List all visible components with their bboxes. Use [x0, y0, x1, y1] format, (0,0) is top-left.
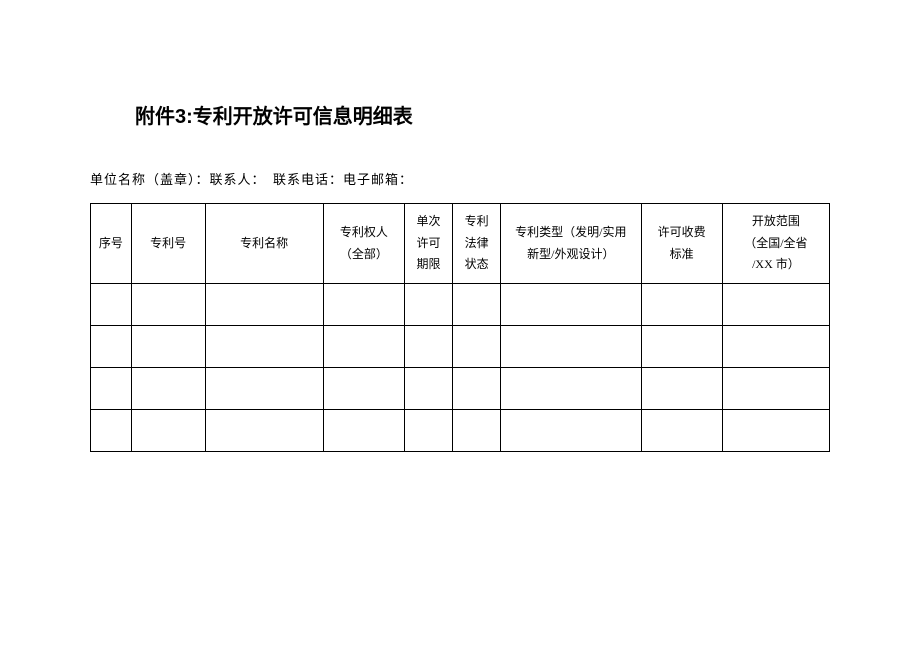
- table-header-cell: 许可收费标准: [641, 204, 722, 284]
- table-cell: [91, 410, 132, 452]
- header-text-line: 许可: [407, 233, 450, 255]
- table-cell: [205, 326, 323, 368]
- header-text-line: （全部）: [326, 244, 402, 266]
- header-text-line: （全国/全省: [725, 233, 827, 255]
- table-header-cell: 专利名称: [205, 204, 323, 284]
- header-text-line: 专利: [455, 211, 498, 233]
- table-cell: [323, 368, 404, 410]
- header-text-line: 专利类型（发明/实用: [503, 222, 638, 244]
- table-cell: [91, 284, 132, 326]
- table-header-cell: 专利法律状态: [453, 204, 501, 284]
- header-text-line: 专利名称: [208, 233, 321, 255]
- header-text-line: 开放范围: [725, 211, 827, 233]
- table-cell: [722, 368, 829, 410]
- table-row: [91, 410, 830, 452]
- table-header-cell: 专利号: [131, 204, 205, 284]
- table-cell: [722, 326, 829, 368]
- table-cell: [405, 284, 453, 326]
- header-text-line: 新型/外观设计）: [503, 244, 638, 266]
- table-cell: [453, 326, 501, 368]
- table-cell: [722, 410, 829, 452]
- header-text-line: 状态: [455, 254, 498, 276]
- table-cell: [91, 368, 132, 410]
- table-cell: [405, 326, 453, 368]
- header-text-line: 期限: [407, 254, 450, 276]
- table-cell: [501, 284, 641, 326]
- table-cell: [91, 326, 132, 368]
- table-cell: [453, 284, 501, 326]
- table-cell: [405, 410, 453, 452]
- table-header-cell: 专利类型（发明/实用新型/外观设计）: [501, 204, 641, 284]
- table-cell: [323, 410, 404, 452]
- table-cell: [323, 326, 404, 368]
- table-cell: [131, 284, 205, 326]
- table-cell: [722, 284, 829, 326]
- header-text-line: 序号: [93, 233, 129, 255]
- table-header-cell: 单次许可期限: [405, 204, 453, 284]
- table-cell: [205, 410, 323, 452]
- document-subtitle: 单位名称（盖章）：联系人： 联系电话：电子邮箱：: [90, 169, 830, 188]
- table-cell: [323, 284, 404, 326]
- table-cell: [453, 410, 501, 452]
- table-cell: [641, 326, 722, 368]
- table-cell: [131, 368, 205, 410]
- table-cell: [641, 368, 722, 410]
- table-cell: [453, 368, 501, 410]
- table-row: [91, 326, 830, 368]
- table-cell: [405, 368, 453, 410]
- table-cell: [641, 284, 722, 326]
- header-text-line: 许可收费: [644, 222, 720, 244]
- table-header-cell: 专利权人（全部）: [323, 204, 404, 284]
- table-header-row: 序号专利号专利名称专利权人（全部）单次许可期限专利法律状态专利类型（发明/实用新…: [91, 204, 830, 284]
- table-cell: [501, 410, 641, 452]
- header-text-line: 专利号: [134, 233, 203, 255]
- table-header-cell: 序号: [91, 204, 132, 284]
- table-cell: [131, 410, 205, 452]
- patent-table: 序号专利号专利名称专利权人（全部）单次许可期限专利法律状态专利类型（发明/实用新…: [90, 203, 830, 452]
- table-cell: [501, 368, 641, 410]
- table-cell: [205, 368, 323, 410]
- table-cell: [205, 284, 323, 326]
- table-row: [91, 284, 830, 326]
- table-header-cell: 开放范围（全国/全省/XX 市）: [722, 204, 829, 284]
- header-text-line: 标准: [644, 244, 720, 266]
- page-container: 附件3:专利开放许可信息明细表 单位名称（盖章）：联系人： 联系电话：电子邮箱：…: [0, 0, 920, 452]
- header-text-line: 法律: [455, 233, 498, 255]
- table-cell: [131, 326, 205, 368]
- table-row: [91, 368, 830, 410]
- header-text-line: 单次: [407, 211, 450, 233]
- table-cell: [501, 326, 641, 368]
- header-text-line: 专利权人: [326, 222, 402, 244]
- table-cell: [641, 410, 722, 452]
- document-title: 附件3:专利开放许可信息明细表: [135, 100, 830, 129]
- header-text-line: /XX 市）: [725, 254, 827, 276]
